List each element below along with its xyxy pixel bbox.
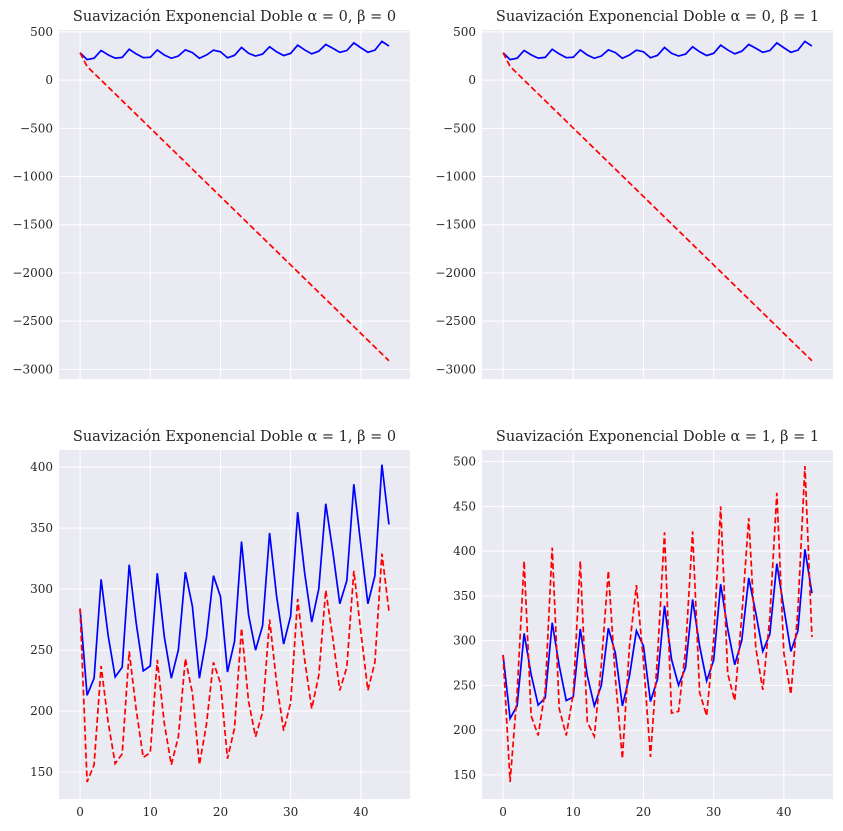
chart-title: Suavización Exponencial Doble α = 0, β =…: [73, 9, 396, 25]
y-tick-label: −1500: [12, 218, 53, 232]
y-tick-label: −3000: [12, 362, 53, 376]
y-tick-label: 250: [30, 643, 53, 657]
x-tick-label: 0: [76, 805, 84, 819]
y-tick-label: 150: [30, 765, 53, 779]
subplot-alpha0-beta1: 500 0 −500 −1000 −1500 −2000 −2500 −3000 Suaviza…: [435, 9, 833, 379]
observed-series-line: [79, 464, 390, 696]
y-tick-label: 200: [453, 723, 476, 737]
y-tick-label: 0: [45, 73, 53, 87]
fitted-series-line: [79, 52, 390, 362]
y-tick-label: −500: [443, 121, 476, 135]
x-tick-label: 20: [636, 805, 651, 819]
x-tick-label: 0: [499, 805, 507, 819]
y-tick-label: 450: [453, 499, 476, 513]
fitted-series-line: [79, 553, 390, 783]
y-tick-label: 500: [453, 25, 476, 39]
x-tick-label: 20: [213, 805, 228, 819]
y-tick-label: 400: [453, 544, 476, 558]
y-tick-label: 500: [453, 455, 476, 469]
y-tick-label: −500: [20, 121, 53, 135]
y-tick-label: −1000: [435, 170, 476, 184]
y-tick-label: 350: [30, 521, 53, 535]
observed-series-line: [502, 549, 813, 722]
x-tick-label: 40: [353, 805, 368, 819]
y-tick-label: −2000: [435, 266, 476, 280]
observed-series-line: [79, 40, 390, 61]
y-tick-label: −2000: [12, 266, 53, 280]
observed-series-line: [502, 40, 813, 61]
y-tick-label: 300: [30, 582, 53, 596]
fitted-series-line: [502, 466, 813, 783]
chart-title: Suavización Exponencial Doble α = 1, β =…: [496, 429, 819, 445]
chart-title: Suavización Exponencial Doble α = 1, β =…: [73, 429, 396, 445]
y-tick-label: 150: [453, 768, 476, 782]
y-tick-label: 250: [453, 678, 476, 692]
plot-area: [482, 450, 833, 799]
y-tick-label: 350: [453, 589, 476, 603]
y-tick-label: 500: [30, 25, 53, 39]
y-tick-label: 400: [30, 460, 53, 474]
y-tick-label: −1500: [435, 218, 476, 232]
chart-title: Suavización Exponencial Doble α = 0, β =…: [496, 9, 819, 25]
x-tick-label: 10: [143, 805, 158, 819]
x-tick-label: 30: [283, 805, 298, 819]
fitted-series-line: [502, 52, 813, 362]
subplot-alpha1-beta0: 400 350 300 250 200 150 0 10 20 30 40 Suavización E…: [30, 429, 410, 819]
x-tick-label: 40: [776, 805, 791, 819]
subplot-alpha0-beta0: 500 0 −500 −1000 −1500 −2000 −2500 −3000 Suaviza…: [12, 9, 410, 379]
subplot-alpha1-beta1: 500 450 400 350 300 250 200 150 0 10 20 30 40 Suaviza…: [453, 429, 833, 819]
y-tick-label: −2500: [12, 314, 53, 328]
x-tick-label: 10: [566, 805, 581, 819]
y-tick-label: 0: [468, 73, 476, 87]
y-tick-label: −3000: [435, 362, 476, 376]
y-tick-label: 300: [453, 634, 476, 648]
x-tick-label: 30: [706, 805, 721, 819]
plot-area: [482, 30, 833, 379]
y-tick-label: 200: [30, 704, 53, 718]
plot-area: [59, 30, 410, 379]
y-tick-label: −1000: [12, 170, 53, 184]
y-tick-label: −2500: [435, 314, 476, 328]
